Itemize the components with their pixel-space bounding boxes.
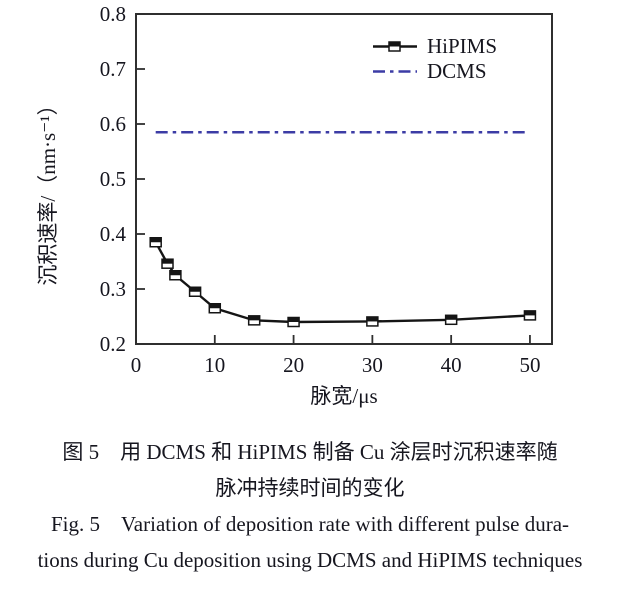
y-tick-label: 0.4 bbox=[100, 222, 127, 246]
y-tick-label: 0.3 bbox=[100, 277, 126, 301]
hipims-marker-fill bbox=[169, 270, 181, 276]
y-tick-label: 0.8 bbox=[100, 2, 126, 26]
plot-frame bbox=[135, 13, 553, 345]
hipims-marker-fill bbox=[248, 315, 260, 321]
hipims-marker-fill bbox=[150, 237, 162, 243]
caption-zh-line2: 脉冲持续时间的变化 bbox=[215, 476, 405, 500]
legend-label-dcms: DCMS bbox=[427, 59, 487, 83]
x-tick-label: 40 bbox=[441, 353, 462, 377]
legend-item-dcms: DCMS bbox=[372, 59, 497, 84]
caption-en-line1: Fig. 5 Variation of deposition rate with… bbox=[50, 512, 570, 536]
legend-item-hipims: HiPIMS bbox=[372, 34, 497, 59]
y-tick-label: 0.6 bbox=[100, 112, 126, 136]
chart-plot: 0.2 0.3 0.4 0.5 0.6 0.7 0.8 0 10 20 30 40 50 bbox=[100, 2, 553, 377]
x-tick-label: 30 bbox=[362, 353, 383, 377]
x-tick-label: 10 bbox=[204, 353, 225, 377]
hipims-marker-fill bbox=[524, 310, 536, 316]
x-tick-label: 50 bbox=[519, 353, 540, 377]
y-tick-label: 0.7 bbox=[100, 57, 126, 81]
x-tick-label: 20 bbox=[283, 353, 304, 377]
dcms-legend-sample-icon bbox=[373, 70, 417, 73]
hipims-line bbox=[154, 241, 531, 324]
figure-caption: 图 5 用 DCMS 和 HiPIMS 制备 Cu 涂层时沉积速率随 脉冲持续时… bbox=[0, 434, 620, 578]
y-tick-label: 0.2 bbox=[100, 332, 126, 356]
caption-en-line2: tions during Cu deposition using DCMS an… bbox=[37, 548, 583, 572]
hipims-marker-fill bbox=[162, 259, 174, 264]
hipims-marker-fill bbox=[189, 287, 201, 292]
hipims-marker-fill bbox=[209, 303, 221, 309]
x-tick-label: 0 bbox=[131, 353, 142, 377]
legend-label-hipims: HiPIMS bbox=[427, 34, 498, 58]
hipims-marker-fill bbox=[288, 317, 300, 322]
caption-zh-line1: 图 5 用 DCMS 和 HiPIMS 制备 Cu 涂层时沉积速率随 bbox=[62, 440, 558, 464]
hipims-marker-fill bbox=[366, 316, 378, 322]
y-axis-label: 沉积速率/（nm·s⁻¹） bbox=[36, 94, 60, 286]
y-tick-label: 0.5 bbox=[100, 167, 126, 191]
hipims-legend-sample-icon bbox=[373, 41, 417, 52]
legend: HiPIMS DCMS bbox=[372, 34, 497, 84]
hipims-marker-fill bbox=[445, 315, 457, 320]
x-axis-label: 脉宽/μs bbox=[310, 384, 378, 408]
